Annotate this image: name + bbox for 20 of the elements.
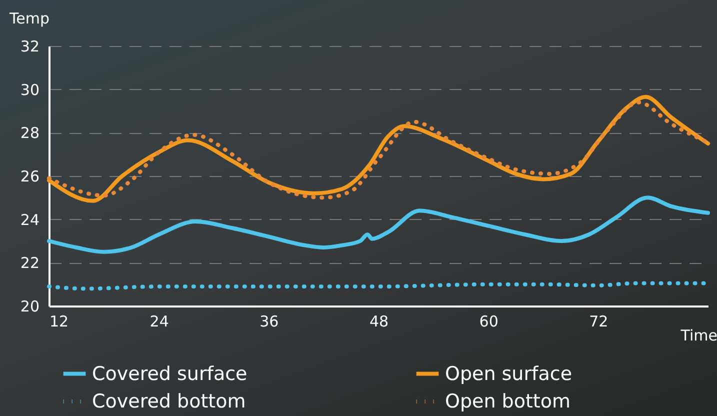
x-tick-label: 36 <box>260 312 279 330</box>
x-tick-label: 48 <box>369 312 389 330</box>
x-tick-label: 60 <box>479 312 498 330</box>
legend-label: Open bottom <box>445 390 571 412</box>
line-series <box>47 196 710 254</box>
y-tick-label: 28 <box>20 124 40 142</box>
y-tick-label: 24 <box>20 210 40 229</box>
x-tick-label: 12 <box>50 312 69 330</box>
y-tick-label: 22 <box>20 254 40 272</box>
y-axis-title: Temp <box>8 10 50 28</box>
y-tick-label: 30 <box>20 80 40 99</box>
y-tick-label: 20 <box>20 298 40 316</box>
legend-label: Covered surface <box>92 362 248 385</box>
legend-label: Open surface <box>445 362 572 385</box>
y-tick-label: 32 <box>20 38 40 56</box>
x-tick-label: 24 <box>150 312 169 330</box>
y-tick-label: 26 <box>20 168 40 186</box>
x-tick-label: 72 <box>589 312 608 330</box>
legend-label: Covered bottom <box>92 390 246 412</box>
x-axis-title: Time <box>680 326 717 344</box>
